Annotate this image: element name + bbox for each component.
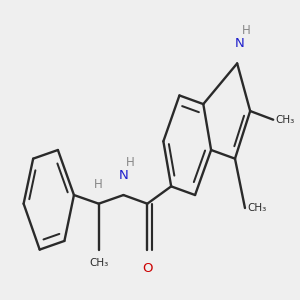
Text: N: N — [235, 37, 244, 50]
Text: H: H — [94, 178, 102, 191]
Text: H: H — [242, 24, 250, 37]
Text: H: H — [126, 156, 134, 169]
Text: CH₃: CH₃ — [275, 115, 295, 125]
Text: N: N — [118, 169, 128, 182]
Text: CH₃: CH₃ — [89, 258, 108, 268]
Text: CH₃: CH₃ — [247, 203, 266, 213]
Text: O: O — [142, 262, 153, 275]
